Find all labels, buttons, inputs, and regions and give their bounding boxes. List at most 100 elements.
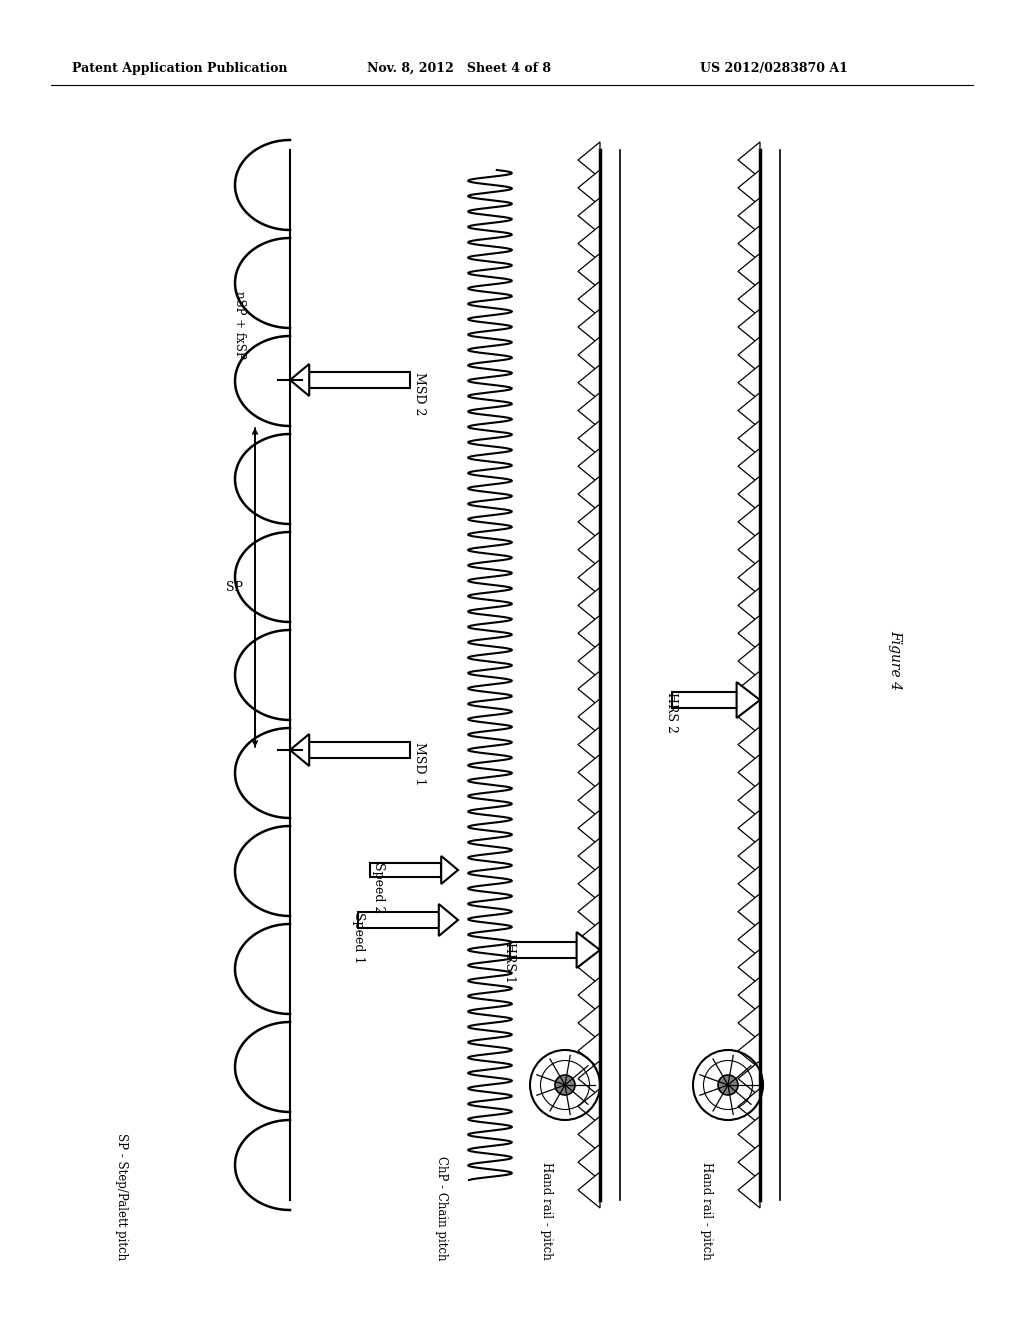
Text: MSD 1: MSD 1 (414, 742, 427, 785)
Polygon shape (578, 615, 600, 651)
Polygon shape (738, 810, 760, 846)
Polygon shape (578, 364, 600, 401)
Polygon shape (441, 855, 458, 884)
Polygon shape (578, 755, 600, 791)
Polygon shape (370, 863, 441, 876)
Polygon shape (738, 977, 760, 1014)
Polygon shape (578, 1144, 600, 1180)
Polygon shape (738, 838, 760, 874)
Text: ChP - Chain pitch: ChP - Chain pitch (435, 1155, 449, 1261)
Polygon shape (738, 671, 760, 708)
Polygon shape (738, 894, 760, 929)
Polygon shape (738, 1032, 760, 1069)
Text: US 2012/0283870 A1: US 2012/0283870 A1 (700, 62, 848, 75)
Polygon shape (738, 504, 760, 540)
Polygon shape (738, 560, 760, 595)
Text: Patent Application Publication: Patent Application Publication (72, 62, 288, 75)
Polygon shape (578, 587, 600, 623)
Polygon shape (738, 866, 760, 902)
Polygon shape (738, 949, 760, 985)
Polygon shape (738, 309, 760, 345)
Polygon shape (578, 281, 600, 317)
Polygon shape (736, 682, 760, 718)
Polygon shape (738, 698, 760, 735)
Polygon shape (578, 170, 600, 206)
Polygon shape (578, 392, 600, 429)
Polygon shape (738, 615, 760, 651)
Polygon shape (578, 532, 600, 568)
Polygon shape (738, 783, 760, 818)
Text: nSP + fxSP: nSP + fxSP (233, 292, 247, 359)
Polygon shape (578, 810, 600, 846)
Polygon shape (738, 420, 760, 457)
Polygon shape (738, 1172, 760, 1208)
Text: Speed 1: Speed 1 (351, 912, 365, 964)
Polygon shape (578, 838, 600, 874)
Polygon shape (578, 420, 600, 457)
Polygon shape (578, 671, 600, 708)
Polygon shape (578, 977, 600, 1014)
Polygon shape (578, 198, 600, 234)
Polygon shape (738, 1061, 760, 1097)
Text: SP: SP (226, 581, 243, 594)
Polygon shape (738, 726, 760, 763)
Polygon shape (578, 1172, 600, 1208)
Polygon shape (738, 532, 760, 568)
Polygon shape (738, 1005, 760, 1041)
Text: Figure 4: Figure 4 (888, 630, 902, 690)
Polygon shape (578, 1005, 600, 1041)
Polygon shape (578, 894, 600, 929)
Polygon shape (738, 281, 760, 317)
Polygon shape (738, 337, 760, 372)
Polygon shape (738, 392, 760, 429)
Polygon shape (738, 198, 760, 234)
Polygon shape (578, 143, 600, 178)
Polygon shape (578, 921, 600, 957)
Polygon shape (738, 364, 760, 401)
Polygon shape (738, 755, 760, 791)
Polygon shape (578, 643, 600, 678)
Text: Hand rail - pitch: Hand rail - pitch (700, 1162, 713, 1261)
Polygon shape (290, 364, 309, 396)
Polygon shape (578, 504, 600, 540)
Text: Nov. 8, 2012   Sheet 4 of 8: Nov. 8, 2012 Sheet 4 of 8 (367, 62, 551, 75)
Polygon shape (578, 1061, 600, 1097)
Text: SP - Step/Palett pitch: SP - Step/Palett pitch (115, 1133, 128, 1261)
Polygon shape (738, 587, 760, 623)
Circle shape (718, 1074, 738, 1096)
Polygon shape (738, 1117, 760, 1152)
Polygon shape (578, 1089, 600, 1125)
Polygon shape (578, 309, 600, 345)
Polygon shape (578, 226, 600, 261)
Polygon shape (578, 560, 600, 595)
Polygon shape (738, 921, 760, 957)
Polygon shape (358, 912, 439, 928)
Polygon shape (578, 866, 600, 902)
Text: MSD 2: MSD 2 (414, 372, 427, 416)
Polygon shape (738, 226, 760, 261)
Polygon shape (577, 932, 600, 968)
Polygon shape (510, 942, 577, 958)
Polygon shape (738, 143, 760, 178)
Polygon shape (309, 742, 410, 758)
Text: Hand rail - pitch: Hand rail - pitch (540, 1162, 553, 1261)
Circle shape (555, 1074, 575, 1096)
Polygon shape (738, 1144, 760, 1180)
Polygon shape (738, 170, 760, 206)
Polygon shape (738, 449, 760, 484)
Polygon shape (578, 726, 600, 763)
Polygon shape (738, 643, 760, 678)
Text: Speed 2: Speed 2 (372, 862, 384, 913)
Polygon shape (309, 372, 410, 388)
Polygon shape (578, 337, 600, 372)
Polygon shape (738, 253, 760, 289)
Polygon shape (578, 1117, 600, 1152)
Polygon shape (578, 1032, 600, 1069)
Polygon shape (578, 949, 600, 985)
Polygon shape (578, 449, 600, 484)
Polygon shape (578, 783, 600, 818)
Text: HRS 1: HRS 1 (504, 942, 516, 983)
Polygon shape (290, 734, 309, 766)
Text: HRS 2: HRS 2 (666, 692, 679, 733)
Polygon shape (578, 477, 600, 512)
